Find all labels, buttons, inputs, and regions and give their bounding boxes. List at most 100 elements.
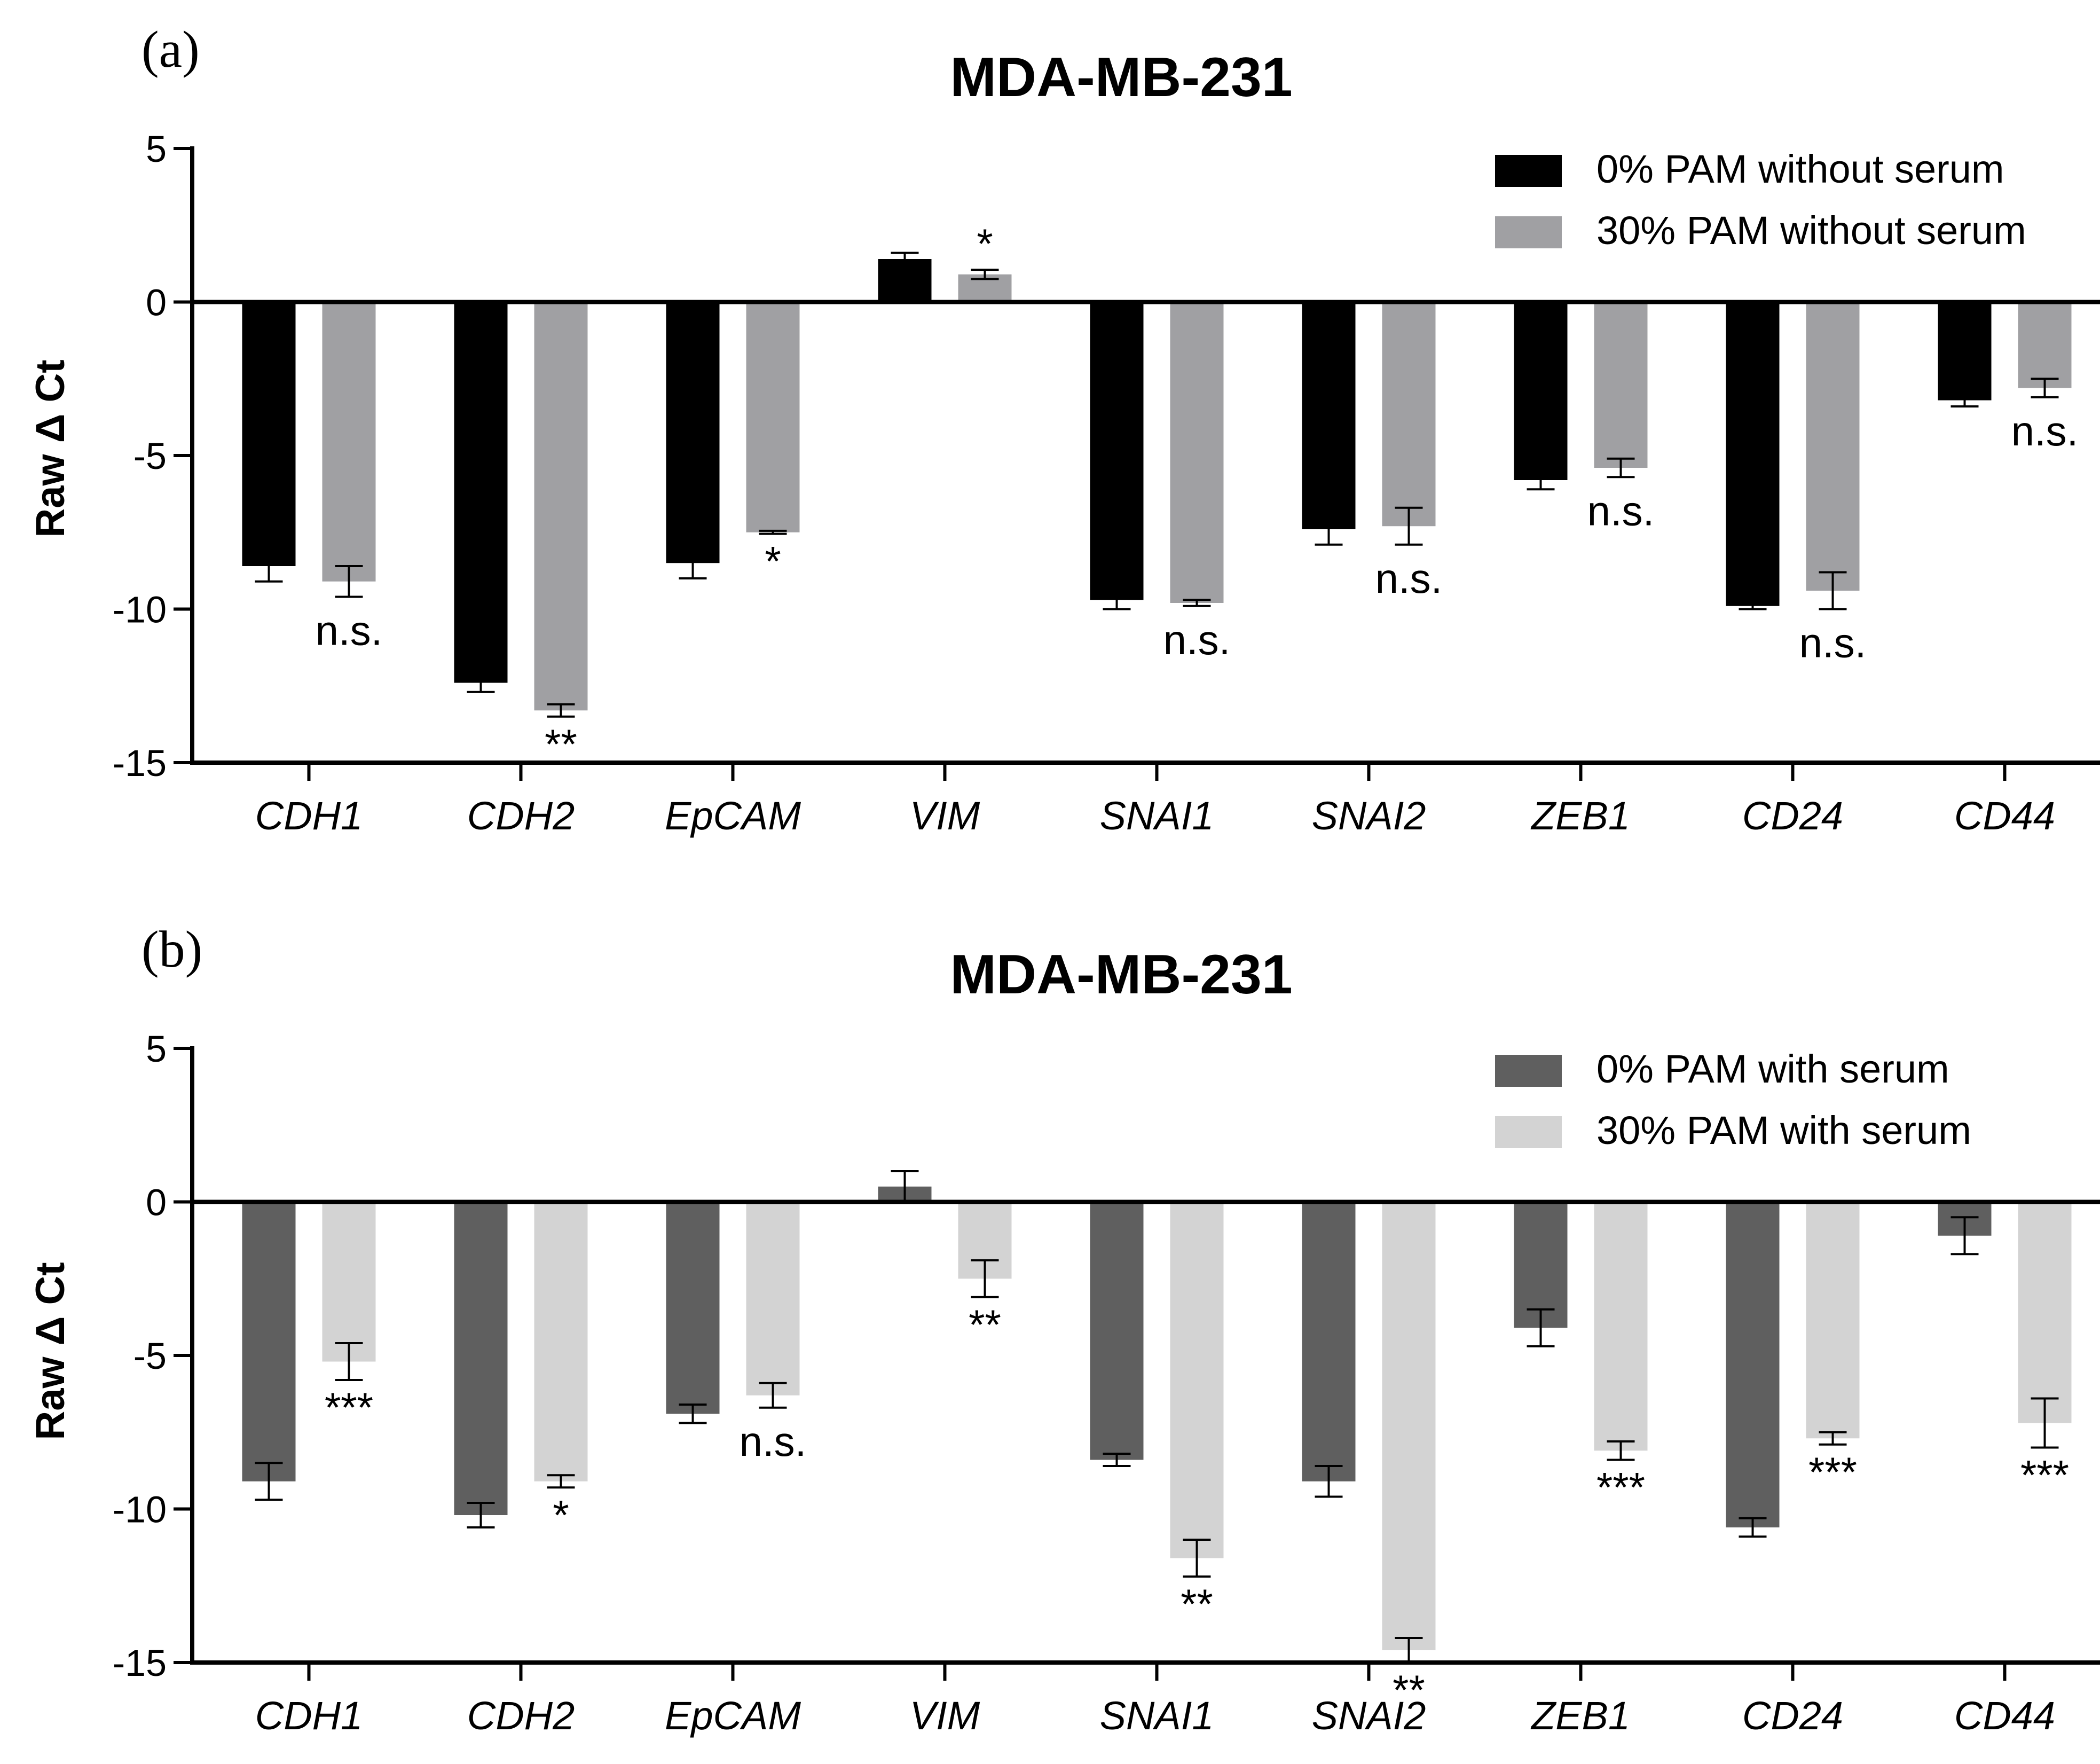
panel-b-x-tick-label-cd44: CD44 <box>1954 1694 2055 1738</box>
panel-b-x-tick-label-zeb1: ZEB1 <box>1530 1694 1630 1738</box>
panel-b-error-bar-cd24-series-1 <box>1819 1431 1847 1446</box>
panel-a-error-bar-snai1-series-1 <box>1183 599 1211 607</box>
panel-b-significance-zeb1: *** <box>1596 1464 1645 1511</box>
panel-b-error-bar-snai2-series-0 <box>1315 1465 1343 1498</box>
panel-b-bar-cdh1-series-1 <box>322 1202 376 1362</box>
panel-b-significance-snai1: ** <box>1181 1580 1213 1627</box>
panel-a-error-bar-epcam-series-1 <box>759 529 787 535</box>
panel-a-significance-snai2: n.s. <box>1375 555 1443 602</box>
panel-b-error-bar-cd44-series-0 <box>1950 1216 1979 1256</box>
panel-b-x-tick-label-cd24: CD24 <box>1742 1694 1843 1738</box>
panel-b-bar-cd24-series-0 <box>1726 1202 1780 1527</box>
panel-b-bar-cdh1-series-0 <box>242 1202 296 1481</box>
panel-a-legend: 0% PAM without serum 30% PAM without ser… <box>1495 147 2026 253</box>
panel-a-bar-snai2-series-0 <box>1302 302 1356 529</box>
panel-a-error-bar-zeb1-series-0 <box>1527 469 1555 491</box>
panel-a-error-bar-vim-series-0 <box>891 252 919 266</box>
panel-b-legend-label-1: 30% PAM with serum <box>1596 1108 1971 1153</box>
panel-a-legend-label-1: 30% PAM without serum <box>1596 208 2026 253</box>
panel-a-y-axis-label: Raw Δ Ct <box>28 359 73 537</box>
panel-b-bar-epcam-series-0 <box>666 1202 720 1414</box>
panel-a-y-tick-label: 5 <box>146 128 167 170</box>
panel-a-label: (a) <box>141 21 200 79</box>
panel-a-legend-swatch-1 <box>1495 216 1562 248</box>
panel-b-x-tick-label-cdh2: CDH2 <box>467 1694 575 1738</box>
panel-b-error-bar-zeb1-series-0 <box>1527 1308 1555 1347</box>
panel-a-significance-epcam: * <box>765 538 781 585</box>
panel-a-title: MDA-MB-231 <box>950 46 1292 108</box>
panel-a-bar-zeb1-series-1 <box>1594 302 1648 468</box>
panel-a-significance-zeb1: n.s. <box>1587 487 1655 534</box>
panel-a-error-bar-cd24-series-0 <box>1739 602 1767 610</box>
panel-b-bar-cd44-series-1 <box>2018 1202 2072 1423</box>
panel-a-error-bar-epcam-series-0 <box>679 546 707 579</box>
panel-a-error-bar-cdh1-series-1 <box>335 565 363 598</box>
panel-b-x-tick-label-cdh1: CDH1 <box>255 1694 363 1738</box>
panel-a-y-tick-label: -15 <box>113 742 167 784</box>
panel-b-label: (b) <box>141 921 202 978</box>
panel-a-bar-cd24-series-0 <box>1726 302 1780 606</box>
panel-a-x-tick-label-cdh2: CDH2 <box>467 794 575 838</box>
panel-b-bar-epcam-series-1 <box>746 1202 800 1395</box>
panel-b-y-tick-label: -10 <box>113 1489 167 1531</box>
panel-b-error-bar-snai1-series-1 <box>1183 1539 1211 1578</box>
panel-a-legend-swatch-0 <box>1495 155 1562 187</box>
panel-b-significance-cdh1: *** <box>325 1384 373 1431</box>
panel-b-bar-cdh2-series-1 <box>534 1202 588 1481</box>
panel-b-y-tick-label: -15 <box>113 1642 167 1684</box>
panel-a-significance-cdh2: ** <box>545 720 577 767</box>
panel-b-error-bar-epcam-series-0 <box>679 1404 707 1424</box>
panel-b-error-bar-cdh1-series-1 <box>335 1342 363 1381</box>
panel-a-error-bar-cdh1-series-0 <box>255 550 283 583</box>
panel-b-legend-swatch-1 <box>1495 1116 1562 1148</box>
panel-a-x-tick-label-snai2: SNAI2 <box>1312 794 1426 838</box>
panel-b: (b) MDA-MB-231 Raw Δ Ct 0% PAM with seru… <box>28 921 2100 1738</box>
panel-a-x-tick-label-cd24: CD24 <box>1742 794 1843 838</box>
panel-b-x-tick-label-epcam: EpCAM <box>665 1694 801 1738</box>
panel-a-error-bar-cd44-series-0 <box>1950 393 1979 407</box>
panel-a-bar-snai1-series-1 <box>1170 302 1224 603</box>
panel-b-error-bar-cd24-series-0 <box>1739 1517 1767 1538</box>
panel-a-error-bar-snai2-series-1 <box>1395 506 1423 546</box>
panel-a-significance-vim: * <box>977 220 993 267</box>
panel-b-error-bar-cdh2-series-0 <box>467 1502 495 1528</box>
panel-a-error-bar-cdh2-series-0 <box>467 672 495 693</box>
panel-b-significance-vim: ** <box>969 1301 1001 1348</box>
panel-a-error-bar-cdh2-series-1 <box>547 703 575 718</box>
panel-a-significance-cdh1: n.s. <box>316 607 383 654</box>
panel-a-x-tick-label-cd44: CD44 <box>1954 794 2055 838</box>
panel-b-error-bar-cdh2-series-1 <box>547 1474 575 1489</box>
panel-b-error-bar-vim-series-1 <box>971 1259 999 1298</box>
panel-a-error-bar-cd44-series-1 <box>2031 378 2059 398</box>
panel-a-x-tick-label-epcam: EpCAM <box>665 794 801 838</box>
panel-b-error-bar-epcam-series-1 <box>759 1382 787 1409</box>
panel-a-bar-snai1-series-0 <box>1090 302 1144 600</box>
panel-b-error-bar-cdh1-series-0 <box>255 1462 283 1501</box>
panel-a-error-bar-cd24-series-1 <box>1819 571 1847 610</box>
panel-b-y-tick-label: 5 <box>146 1028 167 1070</box>
panel-a-bar-zeb1-series-0 <box>1514 302 1568 480</box>
panel-b-error-bar-zeb1-series-1 <box>1607 1440 1635 1461</box>
panel-a-y-tick-label: -5 <box>133 435 167 477</box>
panel-b-significance-cdh2: * <box>553 1491 569 1538</box>
panel-b-bar-snai1-series-1 <box>1170 1202 1224 1558</box>
panel-b-bar-snai1-series-0 <box>1090 1202 1144 1460</box>
panel-b-bar-zeb1-series-1 <box>1594 1202 1648 1451</box>
panel-b-significance-cd44: *** <box>2020 1452 2069 1499</box>
panel-a-significance-snai1: n.s. <box>1163 616 1231 663</box>
panel-a-error-bar-snai1-series-0 <box>1103 590 1131 610</box>
panel-a-bar-epcam-series-0 <box>666 302 720 563</box>
panel-b-bar-snai2-series-0 <box>1302 1202 1356 1481</box>
panel-b-x-tick-label-snai1: SNAI1 <box>1100 1694 1214 1738</box>
panel-b-bar-snai2-series-1 <box>1382 1202 1436 1650</box>
panel-a-bar-cdh2-series-1 <box>534 302 588 711</box>
panel-a-error-bar-zeb1-series-1 <box>1607 457 1635 479</box>
panel-a-bar-cdh1-series-0 <box>242 302 296 566</box>
panel-a-x-tick-label-zeb1: ZEB1 <box>1530 794 1630 838</box>
panel-a-legend-label-0: 0% PAM without serum <box>1596 147 2004 191</box>
panel-a-bar-cdh1-series-1 <box>322 302 376 582</box>
panel-a-x-tick-label-vim: VIM <box>910 794 980 838</box>
panel-b-y-axis-label: Raw Δ Ct <box>28 1262 73 1440</box>
panel-b-y-tick-label: 0 <box>146 1182 167 1224</box>
panel-b-error-bar-cd44-series-1 <box>2031 1397 2059 1449</box>
